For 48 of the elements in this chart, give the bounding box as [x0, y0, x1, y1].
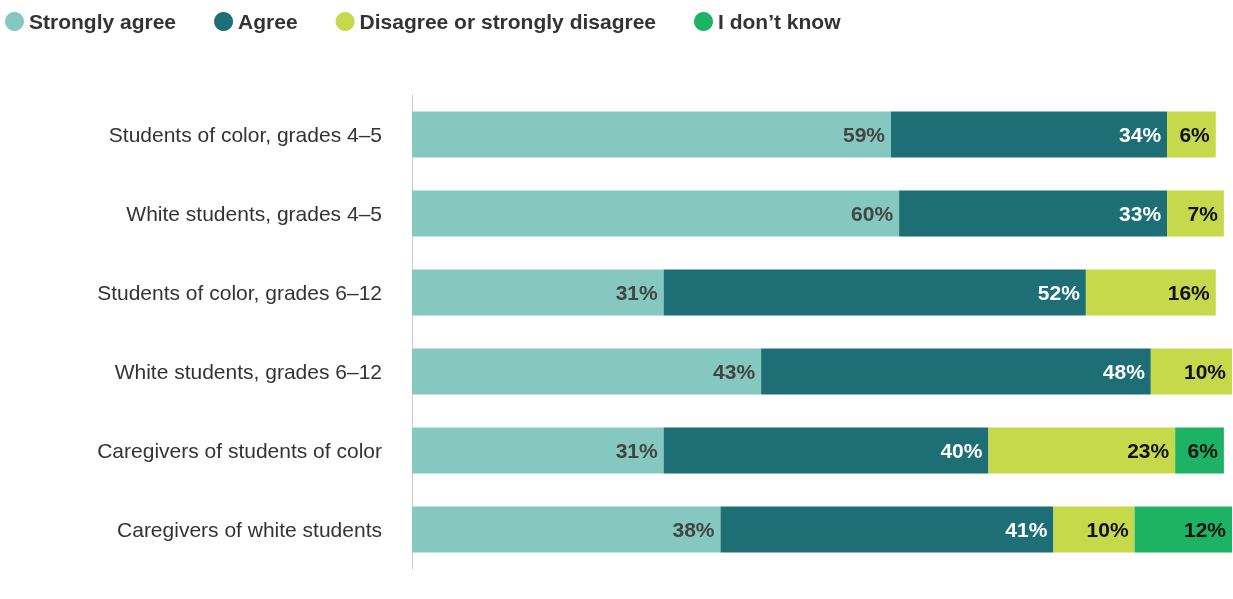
data-label: 6% — [1187, 439, 1219, 462]
bar — [988, 427, 1176, 474]
y-tick-label: Caregivers of white students — [117, 518, 382, 541]
bar — [412, 427, 664, 474]
y-tick-label: Students of color, grades 6–12 — [97, 281, 382, 304]
data-label: 52% — [1037, 281, 1081, 304]
data-label: 6% — [1179, 123, 1211, 146]
bar — [412, 506, 721, 553]
bar — [1167, 190, 1224, 237]
bar — [891, 111, 1168, 158]
bar — [412, 190, 900, 237]
bar — [412, 348, 762, 395]
bar — [1134, 506, 1232, 553]
data-label: 16% — [1167, 281, 1211, 304]
bar — [1053, 506, 1135, 553]
data-label: 59% — [842, 123, 886, 146]
bar — [720, 506, 1054, 553]
data-label: 40% — [940, 439, 983, 462]
data-label: 7% — [1187, 202, 1219, 225]
data-label: 43% — [713, 360, 756, 383]
data-label: 31% — [615, 281, 659, 304]
data-label: 34% — [1119, 123, 1162, 146]
legend-label: I don’t know — [718, 10, 842, 33]
data-label: 38% — [672, 518, 715, 541]
bar — [663, 269, 1086, 316]
bar — [663, 427, 989, 474]
data-label: 10% — [1183, 360, 1227, 383]
bar — [412, 269, 664, 316]
data-label: 23% — [1127, 439, 1170, 462]
data-label: 41% — [1005, 518, 1048, 541]
data-label: 60% — [851, 202, 894, 225]
y-tick-label: White students, grades 6–12 — [114, 360, 382, 383]
legend-label: Agree — [238, 10, 298, 33]
y-tick-label: Caregivers of students of color — [97, 439, 382, 462]
y-tick-label: White students, grades 4–5 — [126, 202, 382, 225]
data-label: 48% — [1102, 360, 1146, 383]
data-label: 12% — [1183, 518, 1227, 541]
bar — [1150, 348, 1232, 395]
bar — [761, 348, 1151, 395]
y-tick-label: Students of color, grades 4–5 — [108, 123, 382, 146]
bar — [412, 111, 892, 158]
legend-label: Strongly agree — [29, 10, 177, 33]
data-label: 31% — [615, 439, 659, 462]
legend-label: Disagree or strongly disagree — [359, 10, 657, 33]
data-label: 10% — [1086, 518, 1129, 541]
bar — [1085, 269, 1216, 316]
bar — [899, 190, 1168, 237]
data-label: 33% — [1119, 202, 1162, 225]
